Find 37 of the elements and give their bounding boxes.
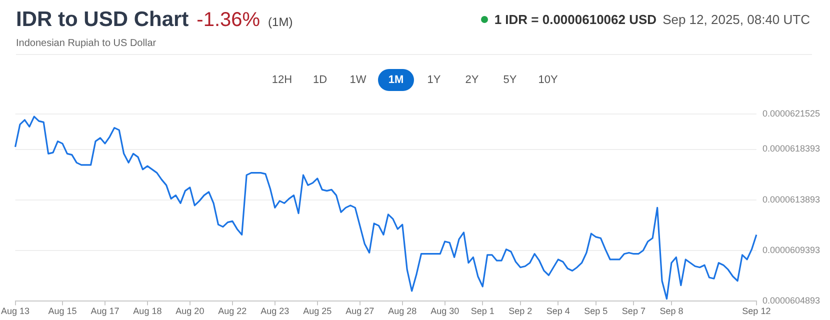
x-tick-label: Aug 20 [176,306,204,316]
text: Sep 12, 2025, 08:40 UTC [662,12,810,27]
x-tick-label: Aug 27 [346,306,374,316]
y-tick-label: 0.0000618393 [762,144,820,154]
text: 1D [312,73,328,88]
x-tick-label: Sep 8 [660,306,684,316]
text: -1.36% [196,9,260,32]
x-tick-label: Aug 15 [48,306,77,316]
text: (1M) [268,15,293,29]
y-tick-label: 0.0000604893 [762,296,820,306]
y-tick-label: 0.0000621525 [762,108,820,118]
text: 1Y [426,73,442,88]
x-tick-label: Aug 18 [133,306,162,316]
text: 1M [378,69,414,91]
x-tick-label: Aug 30 [430,306,460,316]
x-tick-label: Aug 13 [0,306,30,316]
x-tick-label: Aug 28 [388,306,417,316]
x-tick-label: Sep 7 [622,306,646,316]
y-tick-label: 0.0000613893 [762,194,820,204]
x-tick-label: Sep 4 [546,306,570,316]
x-tick-label: Aug 23 [260,306,290,316]
chart-subtitle: Indonesian Rupiah to US Dollar [16,38,156,49]
x-tick-label: Aug 17 [90,306,120,316]
text: 1 IDR = 0.0000610062 USD [494,12,657,27]
chart-title: IDR to USD Chart [16,8,189,32]
x-tick-label: Sep 5 [584,306,608,316]
text: 5Y [502,73,518,88]
text: 2Y [464,73,480,88]
text: 12H [270,73,294,88]
x-tick-label: Aug 25 [303,306,332,316]
x-tick-label: Sep 12 [742,306,771,316]
x-tick-label: Aug 22 [218,306,247,316]
x-tick-label: Sep 2 [508,306,532,316]
text: 1W [348,73,368,88]
text: 10Y [537,73,559,88]
x-tick-label: Sep 1 [470,306,494,316]
y-tick-label: 0.0000609393 [762,245,820,256]
